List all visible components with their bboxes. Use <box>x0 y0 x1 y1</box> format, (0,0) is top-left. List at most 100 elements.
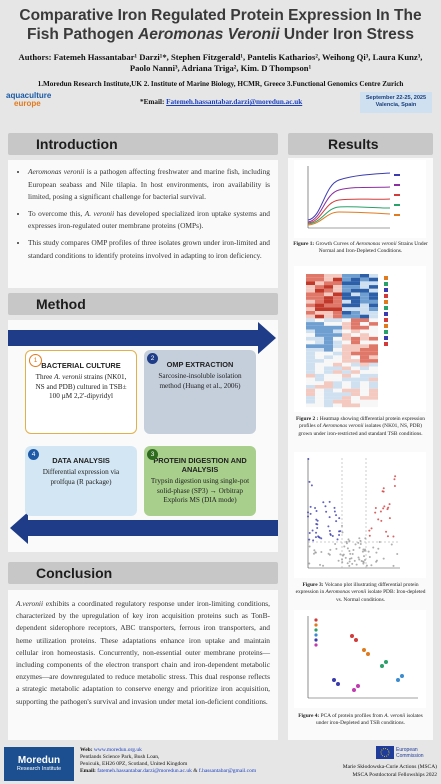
volcano-point <box>368 534 371 537</box>
heatmap-cell <box>342 277 351 282</box>
volcano-point <box>394 475 397 478</box>
web-link[interactable]: www.moredun.org.uk <box>93 747 142 753</box>
heatmap-cell <box>324 385 333 389</box>
heatmap-cell <box>324 307 333 311</box>
heatmap-cell <box>333 318 342 323</box>
volcano-point <box>370 527 373 530</box>
heatmap-cell <box>315 373 324 378</box>
separator: & <box>191 768 199 774</box>
point <box>336 682 340 686</box>
heatmap-cell <box>351 392 360 397</box>
legend-swatch <box>314 623 318 627</box>
heatmap-cell <box>333 373 342 378</box>
heatmap-cell <box>324 348 333 352</box>
species: A. veronii <box>54 373 83 381</box>
step-title: BACTERIAL CULTURE <box>41 361 121 370</box>
volcano-point <box>315 518 318 521</box>
heatmap-cell <box>342 392 351 397</box>
volcano-point <box>348 539 351 542</box>
email-link[interactable]: Fatemeh.hassantabar.darzi@moredun.ac.uk <box>166 98 303 106</box>
email-link[interactable]: f.hassantabar@gmail.com <box>198 768 257 774</box>
heatmap-cell <box>315 403 324 408</box>
volcano-point <box>338 533 341 536</box>
heatmap-cell <box>369 322 378 326</box>
heatmap-cell <box>342 340 351 345</box>
heatmap-cell <box>360 377 369 382</box>
heatmap-cell <box>333 388 342 393</box>
heatmap-cell <box>306 333 315 337</box>
footer-web: Web: www.moredun.org.uk <box>80 747 300 754</box>
heatmap-cell <box>306 322 315 326</box>
heatmap-cell <box>351 366 360 371</box>
volcano-point <box>309 512 312 515</box>
heatmap-cell <box>369 370 378 374</box>
caption-text: Heatmap showing differential protein exp… <box>299 416 425 430</box>
figure-caption: Figure 1: Growth Curves of Aeromonas ver… <box>292 241 429 256</box>
heatmap-cell <box>315 333 324 337</box>
heatmap-cell <box>360 336 369 341</box>
heatmap-cell <box>351 373 360 378</box>
email-link[interactable]: fatemeh.hassantabar.darzi@moredun.ac.uk <box>97 768 192 774</box>
heatmap-cell <box>333 292 342 297</box>
heatmap-cell <box>342 322 351 326</box>
figure-label: Figure 3: <box>302 582 324 588</box>
volcano-point <box>352 549 355 552</box>
heatmap-cell <box>306 355 315 360</box>
heatmap-cell <box>315 277 324 282</box>
heatmap-cell <box>351 307 360 311</box>
volcano-figure <box>294 452 426 578</box>
heatmap-cell <box>306 396 315 400</box>
text: This study compares OMP profiles of thre… <box>28 237 270 260</box>
heatmap-cell <box>315 344 324 348</box>
growth-curve-figure <box>294 160 426 238</box>
heatmap-cell <box>333 274 342 278</box>
introduction-panel: Aeromonas veronii is a pathogen affectin… <box>8 160 278 288</box>
heatmap-cell <box>306 348 315 352</box>
species: Aeromonas veronii <box>322 423 364 430</box>
heatmap-cell <box>351 403 360 408</box>
volcano-point <box>351 562 354 565</box>
heatmap-cell <box>360 314 369 319</box>
heatmap-cell <box>306 277 315 282</box>
volcano-point <box>338 530 341 533</box>
volcano-point <box>350 557 353 560</box>
heatmap-cell <box>351 333 360 337</box>
heatmap-cell <box>333 348 342 352</box>
heatmap-cell <box>324 296 333 300</box>
heatmap-cell <box>333 329 342 334</box>
heatmap-cell <box>315 288 324 293</box>
heatmap-cell <box>369 403 378 408</box>
volcano-point <box>386 508 389 511</box>
volcano-point <box>368 529 371 532</box>
volcano-point <box>335 520 338 523</box>
heatmap-cell <box>360 329 369 334</box>
heatmap-cell <box>315 296 324 300</box>
text: To overcome this, <box>28 208 85 218</box>
heatmap-cell <box>369 329 378 334</box>
species: Aeromonas veronii <box>325 589 367 596</box>
volcano-point <box>322 564 325 567</box>
heatmap-cell <box>333 314 342 319</box>
volcano-point <box>328 500 331 503</box>
step-title: OMP EXTRACTION <box>166 360 234 369</box>
volcano-point <box>385 530 388 533</box>
legend-swatch <box>394 194 400 196</box>
place: Valencia, Spain <box>375 102 417 108</box>
heatmap-cell <box>306 285 315 289</box>
point <box>332 678 336 682</box>
logo-text: aquaculture <box>6 91 52 100</box>
heatmap-cell <box>351 377 360 382</box>
heatmap-cell <box>369 336 378 341</box>
heatmap-cell <box>324 285 333 289</box>
heatmap-cell <box>324 318 333 323</box>
heatmap-cell <box>315 311 324 315</box>
heatmap-cell <box>360 396 369 400</box>
heatmap-cell <box>324 329 333 334</box>
authors: Authors: Fatemeh Hassantabar¹ Darzi¹*, S… <box>18 52 423 73</box>
heatmap-cell <box>351 388 360 393</box>
heatmap-cell <box>360 403 369 408</box>
volcano-point <box>364 537 367 540</box>
heatmap-cell <box>306 340 315 345</box>
heatmap-cell <box>342 373 351 378</box>
heatmap-cell <box>369 392 378 397</box>
